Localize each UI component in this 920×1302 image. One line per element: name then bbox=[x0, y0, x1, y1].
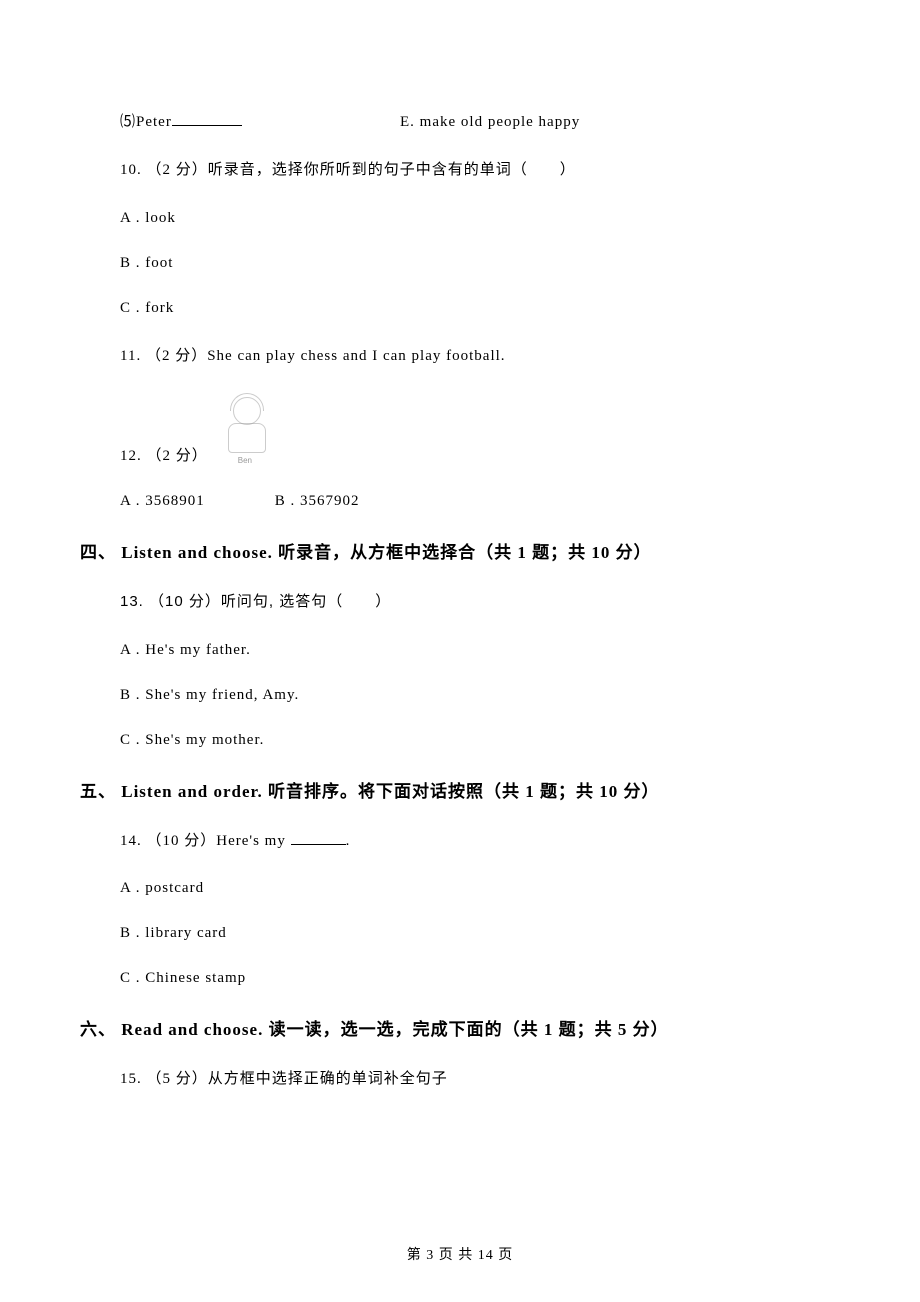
q12-sketch-icon: Ben bbox=[218, 395, 278, 465]
q14-stem-suffix: . bbox=[346, 833, 351, 849]
q14-stem: 14. （10 分）Here's my . bbox=[120, 830, 840, 853]
sketch-body bbox=[228, 423, 266, 453]
q9-item-5-blank bbox=[172, 125, 242, 126]
q15-stem: 15. （5 分）从方框中选择正确的单词补全句子 bbox=[120, 1068, 840, 1091]
sketch-head bbox=[233, 397, 261, 425]
q13-option-a: A . He's my father. bbox=[120, 642, 840, 659]
q9-item-5: ⑸Peter E. make old people happy bbox=[120, 110, 840, 131]
q9-item-5-prefix: ⑸Peter bbox=[120, 114, 172, 130]
section-4-heading: 四、 Listen and choose. 听录音，从方框中选择合（共 1 题；… bbox=[80, 538, 840, 563]
sketch-label: Ben bbox=[238, 456, 252, 465]
q13-option-b: B . She's my friend, Amy. bbox=[120, 687, 840, 704]
q12-option-b: B . 3567902 bbox=[275, 493, 360, 509]
q10-option-a: A . look bbox=[120, 210, 840, 227]
q12-options: A . 3568901 B . 3567902 bbox=[120, 493, 840, 510]
q12-row: 12. （2 分） Ben bbox=[120, 395, 840, 465]
q12-option-a: A . 3568901 bbox=[120, 493, 205, 509]
q14-stem-prefix: 14. （10 分）Here's my bbox=[120, 833, 291, 849]
q14-option-c: C . Chinese stamp bbox=[120, 970, 840, 987]
page-footer: 第 3 页 共 14 页 bbox=[0, 1244, 920, 1264]
q10-option-c: C . fork bbox=[120, 300, 840, 317]
q11-stem: 11. （2 分）She can play chess and I can pl… bbox=[120, 345, 840, 368]
q13-stem: 13. （10 分）听问句, 选答句（ ） bbox=[120, 591, 840, 614]
q14-blank bbox=[291, 844, 346, 845]
q9-item-5-right: E. make old people happy bbox=[400, 114, 840, 131]
q13-option-c: C . She's my mother. bbox=[120, 732, 840, 749]
q10-option-b: B . foot bbox=[120, 255, 840, 272]
q10-stem: 10. （2 分）听录音，选择你所听到的句子中含有的单词（ ） bbox=[120, 159, 840, 182]
q12-stem: 12. （2 分） bbox=[120, 444, 208, 465]
section-6-heading: 六、 Read and choose. 读一读，选一选，完成下面的（共 1 题；… bbox=[80, 1015, 840, 1040]
q14-option-a: A . postcard bbox=[120, 880, 840, 897]
q9-item-5-left: ⑸Peter bbox=[120, 110, 400, 131]
section-5-heading: 五、 Listen and order. 听音排序。将下面对话按照（共 1 题；… bbox=[80, 777, 840, 802]
q14-option-b: B . library card bbox=[120, 925, 840, 942]
